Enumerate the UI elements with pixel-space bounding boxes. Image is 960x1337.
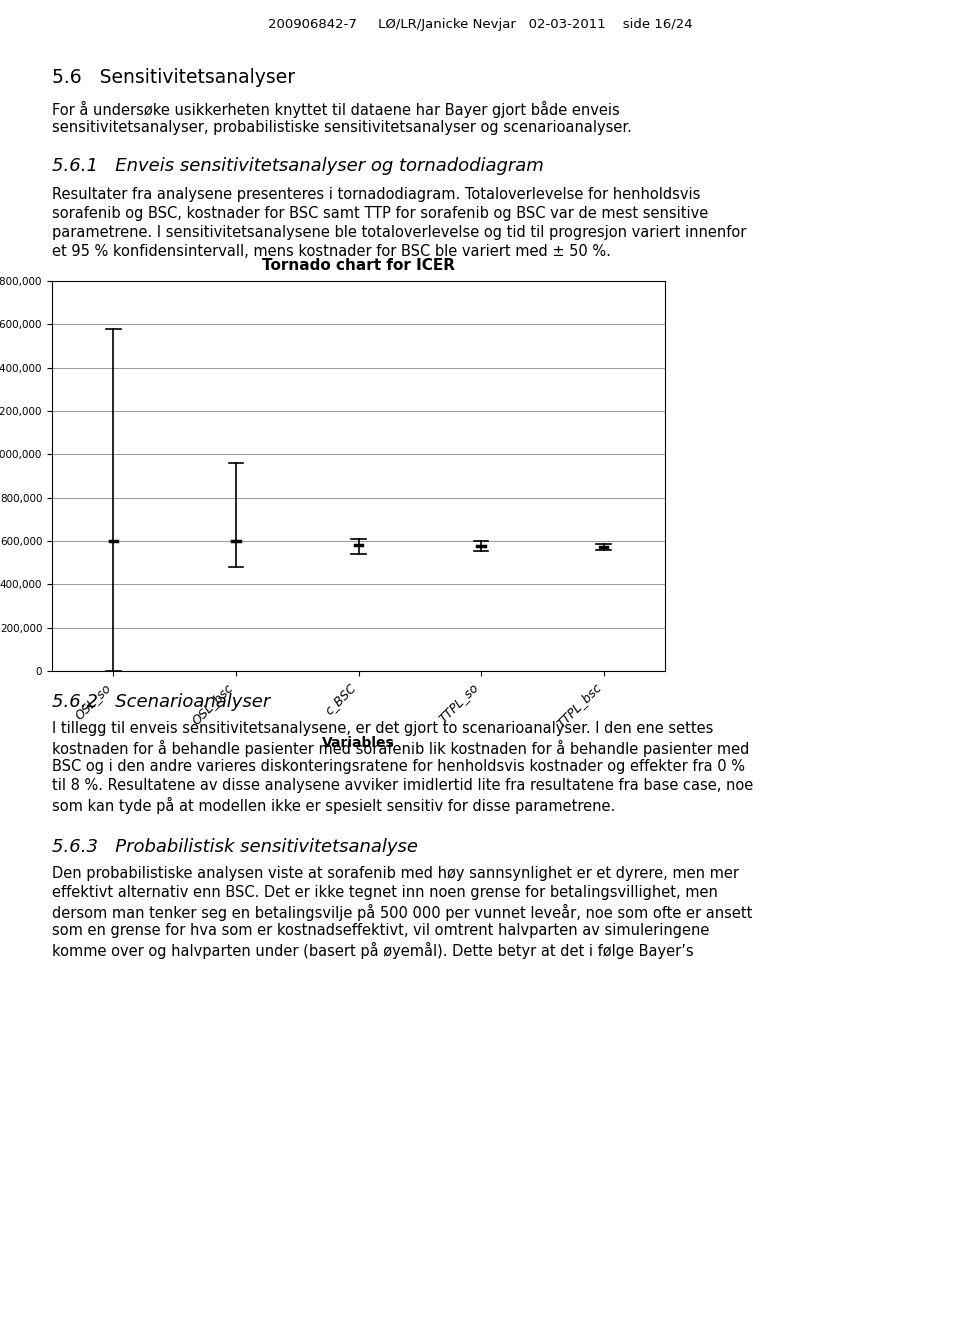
Text: 5.6.3   Probabilistisk sensitivitetsanalyse: 5.6.3 Probabilistisk sensitivitetsanalys… xyxy=(52,838,418,856)
Text: kostnaden for å behandle pasienter med sorafenib lik kostnaden for å behandle pa: kostnaden for å behandle pasienter med s… xyxy=(52,739,750,757)
Text: dersom man tenker seg en betalingsvilje på 500 000 per vunnet leveår, noe som of: dersom man tenker seg en betalingsvilje … xyxy=(52,904,753,921)
Text: 5.6   Sensitivitetsanalyser: 5.6 Sensitivitetsanalyser xyxy=(52,68,295,87)
Text: parametrene. I sensitivitetsanalysene ble totaloverlevelse og tid til progresjon: parametrene. I sensitivitetsanalysene bl… xyxy=(52,225,746,241)
Text: som kan tyde på at modellen ikke er spesielt sensitiv for disse parametrene.: som kan tyde på at modellen ikke er spes… xyxy=(52,797,615,814)
Text: I tillegg til enveis sensitivitetsanalysene, er det gjort to scenarioanalyser. I: I tillegg til enveis sensitivitetsanalys… xyxy=(52,721,713,735)
Text: 200906842-7     LØ/LR/Janicke Nevjar   02-03-2011    side 16/24: 200906842-7 LØ/LR/Janicke Nevjar 02-03-2… xyxy=(268,17,692,31)
Text: For å undersøke usikkerheten knyttet til dataene har Bayer gjort både enveis: For å undersøke usikkerheten knyttet til… xyxy=(52,102,620,118)
Text: et 95 % konfidensintervall, mens kostnader for BSC ble variert med ± 50 %.: et 95 % konfidensintervall, mens kostnad… xyxy=(52,243,611,259)
Title: Tornado chart for ICER: Tornado chart for ICER xyxy=(262,258,455,273)
Text: BSC og i den andre varieres diskonteringsratene for henholdsvis kostnader og eff: BSC og i den andre varieres diskontering… xyxy=(52,759,745,774)
Text: komme over og halvparten under (basert på øyemål). Dette betyr at det i følge Ba: komme over og halvparten under (basert p… xyxy=(52,943,694,959)
Text: 5.6.2   Scenarioanalyser: 5.6.2 Scenarioanalyser xyxy=(52,693,271,711)
Text: sorafenib og BSC, kostnader for BSC samt TTP for sorafenib og BSC var de mest se: sorafenib og BSC, kostnader for BSC samt… xyxy=(52,206,708,221)
Text: Den probabilistiske analysen viste at sorafenib med høy sannsynlighet er et dyre: Den probabilistiske analysen viste at so… xyxy=(52,866,739,881)
Text: 5.6.1   Enveis sensitivitetsanalyser og tornadodiagram: 5.6.1 Enveis sensitivitetsanalyser og to… xyxy=(52,156,543,175)
Text: som en grense for hva som er kostnadseffektivt, vil omtrent halvparten av simule: som en grense for hva som er kostnadseff… xyxy=(52,923,709,939)
X-axis label: Variables: Variables xyxy=(323,735,395,750)
Text: til 8 %. Resultatene av disse analysene avviker imidlertid lite fra resultatene : til 8 %. Resultatene av disse analysene … xyxy=(52,778,754,793)
Text: sensitivitetsanalyser, probabilistiske sensitivitetsanalyser og scenarioanalyser: sensitivitetsanalyser, probabilistiske s… xyxy=(52,120,632,135)
Text: effektivt alternativ enn BSC. Det er ikke tegnet inn noen grense for betalingsvi: effektivt alternativ enn BSC. Det er ikk… xyxy=(52,885,718,900)
Text: Resultater fra analysene presenteres i tornadodiagram. Totaloverlevelse for henh: Resultater fra analysene presenteres i t… xyxy=(52,187,701,202)
